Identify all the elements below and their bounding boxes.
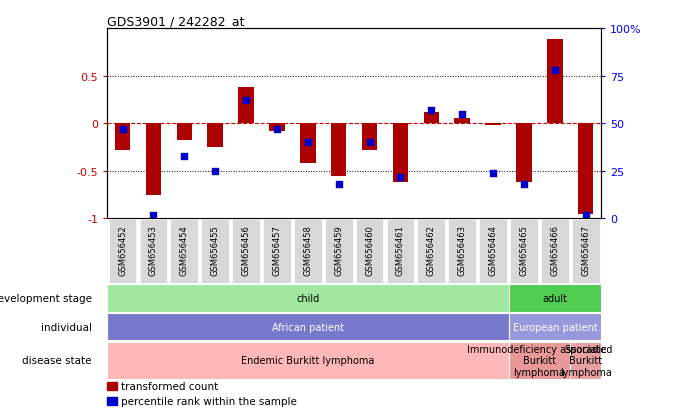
Point <box>580 212 591 218</box>
Bar <box>485 124 501 126</box>
Text: Endemic Burkitt lymphoma: Endemic Burkitt lymphoma <box>241 356 375 366</box>
Point <box>333 181 344 188</box>
Point <box>209 168 220 175</box>
Bar <box>578 124 594 214</box>
Bar <box>177 124 192 141</box>
Text: disease state: disease state <box>22 356 92 366</box>
Text: GSM656457: GSM656457 <box>272 225 281 275</box>
FancyBboxPatch shape <box>107 285 509 312</box>
Text: GSM656466: GSM656466 <box>550 225 559 276</box>
FancyBboxPatch shape <box>232 220 260 284</box>
FancyBboxPatch shape <box>479 220 507 284</box>
Text: GSM656465: GSM656465 <box>520 225 529 275</box>
FancyBboxPatch shape <box>107 313 509 341</box>
FancyBboxPatch shape <box>171 220 198 284</box>
Point <box>302 140 313 146</box>
Text: Sporadic
Burkitt
lymphoma: Sporadic Burkitt lymphoma <box>560 344 612 377</box>
FancyBboxPatch shape <box>417 220 445 284</box>
Bar <box>146 124 161 195</box>
Text: GSM656458: GSM656458 <box>303 225 312 275</box>
FancyBboxPatch shape <box>509 313 601 341</box>
Text: GSM656454: GSM656454 <box>180 225 189 275</box>
Text: European patient: European patient <box>513 322 597 332</box>
FancyBboxPatch shape <box>509 285 601 312</box>
Point <box>117 126 128 133</box>
Point <box>426 107 437 114</box>
Text: GSM656455: GSM656455 <box>211 225 220 275</box>
Text: GSM656460: GSM656460 <box>365 225 374 275</box>
Point <box>364 140 375 146</box>
Bar <box>516 124 531 183</box>
Text: child: child <box>296 294 319 304</box>
FancyBboxPatch shape <box>140 220 167 284</box>
FancyBboxPatch shape <box>325 220 352 284</box>
Bar <box>392 124 408 183</box>
Text: GSM656453: GSM656453 <box>149 225 158 275</box>
Text: Immunodeficiency associated
Burkitt
lymphoma: Immunodeficiency associated Burkitt lymp… <box>466 344 612 377</box>
FancyBboxPatch shape <box>108 220 136 284</box>
FancyBboxPatch shape <box>541 220 569 284</box>
Bar <box>207 124 223 148</box>
Text: GSM656452: GSM656452 <box>118 225 127 275</box>
FancyBboxPatch shape <box>510 220 538 284</box>
Point <box>549 67 560 74</box>
FancyBboxPatch shape <box>572 220 600 284</box>
Point <box>457 111 468 118</box>
FancyBboxPatch shape <box>263 220 291 284</box>
Text: GSM656456: GSM656456 <box>242 225 251 275</box>
FancyBboxPatch shape <box>201 220 229 284</box>
Bar <box>331 124 346 176</box>
Text: GSM656461: GSM656461 <box>396 225 405 275</box>
Text: GDS3901 / 242282_at: GDS3901 / 242282_at <box>107 15 245 28</box>
Legend: transformed count, percentile rank within the sample: transformed count, percentile rank withi… <box>107 381 297 406</box>
FancyBboxPatch shape <box>386 220 415 284</box>
Text: GSM656459: GSM656459 <box>334 225 343 275</box>
FancyBboxPatch shape <box>509 342 570 379</box>
Bar <box>547 40 562 124</box>
Point <box>518 181 529 188</box>
FancyBboxPatch shape <box>570 342 601 379</box>
Point <box>240 98 252 104</box>
FancyBboxPatch shape <box>356 220 384 284</box>
Bar <box>300 124 316 164</box>
Text: GSM656462: GSM656462 <box>427 225 436 275</box>
Text: GSM656464: GSM656464 <box>489 225 498 275</box>
Bar <box>269 124 285 131</box>
FancyBboxPatch shape <box>448 220 476 284</box>
Text: development stage: development stage <box>0 294 92 304</box>
Bar <box>424 112 439 124</box>
Point <box>148 212 159 218</box>
Text: GSM656467: GSM656467 <box>581 225 590 276</box>
Bar <box>455 119 470 124</box>
FancyBboxPatch shape <box>294 220 322 284</box>
Text: individual: individual <box>41 322 92 332</box>
Text: GSM656463: GSM656463 <box>457 225 466 276</box>
Point <box>488 170 499 177</box>
FancyBboxPatch shape <box>107 342 509 379</box>
Text: adult: adult <box>542 294 567 304</box>
Point <box>179 153 190 159</box>
Bar <box>362 124 377 150</box>
Bar <box>238 88 254 124</box>
Bar <box>115 124 131 150</box>
Point <box>395 174 406 180</box>
Text: African patient: African patient <box>272 322 344 332</box>
Point <box>272 126 283 133</box>
